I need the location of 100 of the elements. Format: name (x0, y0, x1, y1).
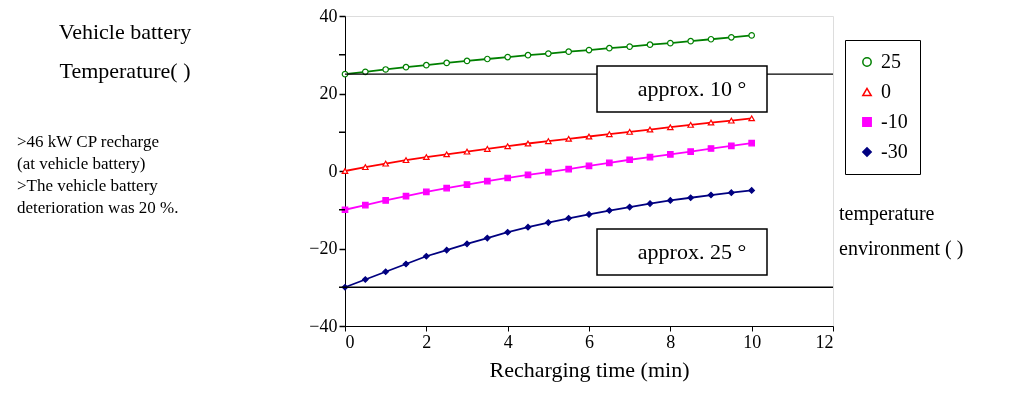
point (727, 142, 735, 150)
point (646, 200, 654, 207)
y-tick-label: 0 (328, 160, 338, 181)
point (422, 154, 430, 161)
point (382, 197, 389, 204)
point (422, 61, 430, 69)
point (707, 35, 715, 43)
point (565, 214, 573, 222)
point (483, 55, 491, 63)
point (504, 143, 512, 150)
text: >The vehicle battery (17, 176, 159, 195)
x-tick-label: 12 (815, 331, 834, 352)
point (443, 59, 451, 67)
point (748, 187, 756, 194)
legend-label: 0 (881, 80, 891, 102)
point (483, 177, 491, 185)
point (687, 148, 694, 155)
point (605, 44, 613, 52)
point (748, 32, 756, 39)
point (361, 164, 369, 171)
point (565, 135, 573, 142)
point (483, 234, 491, 242)
x-tick-label: 0 (345, 331, 355, 352)
point (626, 43, 634, 50)
point (727, 117, 735, 124)
point (544, 168, 552, 176)
point (687, 194, 695, 202)
y-tick-label: 20 (319, 83, 338, 103)
point (666, 197, 674, 204)
x-tick-label: 2 (422, 331, 432, 352)
x-tick-label: 6 (585, 331, 594, 352)
point (361, 276, 369, 283)
point (382, 66, 390, 73)
point (646, 126, 654, 133)
point (646, 41, 654, 49)
text: (at vehicle battery) (17, 154, 146, 173)
point (605, 207, 613, 214)
point (544, 138, 552, 145)
text: deterioration was 20 %. (17, 198, 179, 217)
point (443, 151, 451, 158)
point (626, 203, 634, 211)
point (585, 133, 593, 140)
point (402, 192, 410, 200)
point (605, 159, 613, 167)
point (422, 252, 430, 260)
legend-label: 25 (881, 50, 901, 72)
point (707, 145, 715, 152)
point (544, 219, 552, 226)
x-tick-label: 8 (666, 331, 676, 352)
y-tick-label: 40 (319, 5, 338, 26)
point (585, 46, 593, 54)
point (504, 53, 512, 61)
point (382, 160, 390, 167)
point (443, 246, 451, 254)
point (544, 50, 552, 57)
point (463, 181, 471, 188)
point (524, 51, 532, 59)
point (463, 148, 471, 155)
point (605, 131, 613, 138)
text: >46 kW CP recharge (17, 132, 159, 151)
point (626, 128, 634, 135)
point (524, 223, 532, 231)
point (402, 63, 410, 71)
point (402, 157, 410, 164)
point (687, 37, 695, 45)
point (402, 260, 410, 268)
x-tick-label: 4 (503, 331, 513, 352)
legend-title: temperature environment ( ) (839, 202, 964, 260)
point (727, 189, 735, 197)
point (504, 228, 512, 236)
point (687, 121, 695, 128)
point (463, 240, 471, 248)
text: Vehicle battery Temperature( ) (58, 19, 192, 83)
point (626, 156, 633, 164)
x-tick-label: 10 (743, 331, 762, 352)
point (524, 140, 532, 147)
point (707, 191, 715, 199)
point (483, 145, 491, 152)
y-tick-label: −20 (309, 238, 338, 258)
legend-label: -30 (881, 140, 908, 162)
point (422, 188, 430, 196)
y-tick-label: −40 (309, 315, 338, 336)
point (707, 119, 715, 126)
point (666, 124, 674, 131)
point (666, 151, 674, 158)
point (666, 39, 674, 47)
point (565, 165, 572, 173)
point (748, 139, 755, 147)
point (504, 174, 511, 182)
point (463, 57, 471, 65)
point (565, 48, 573, 55)
point (443, 184, 450, 192)
point (748, 115, 756, 122)
point (361, 201, 369, 209)
point (585, 211, 593, 218)
legend-label: -10 (881, 110, 908, 132)
point (524, 171, 532, 179)
x-axis-title: Recharging time (min) (489, 356, 690, 382)
point (727, 33, 735, 41)
annotation: approx. 25 ° (637, 239, 747, 264)
